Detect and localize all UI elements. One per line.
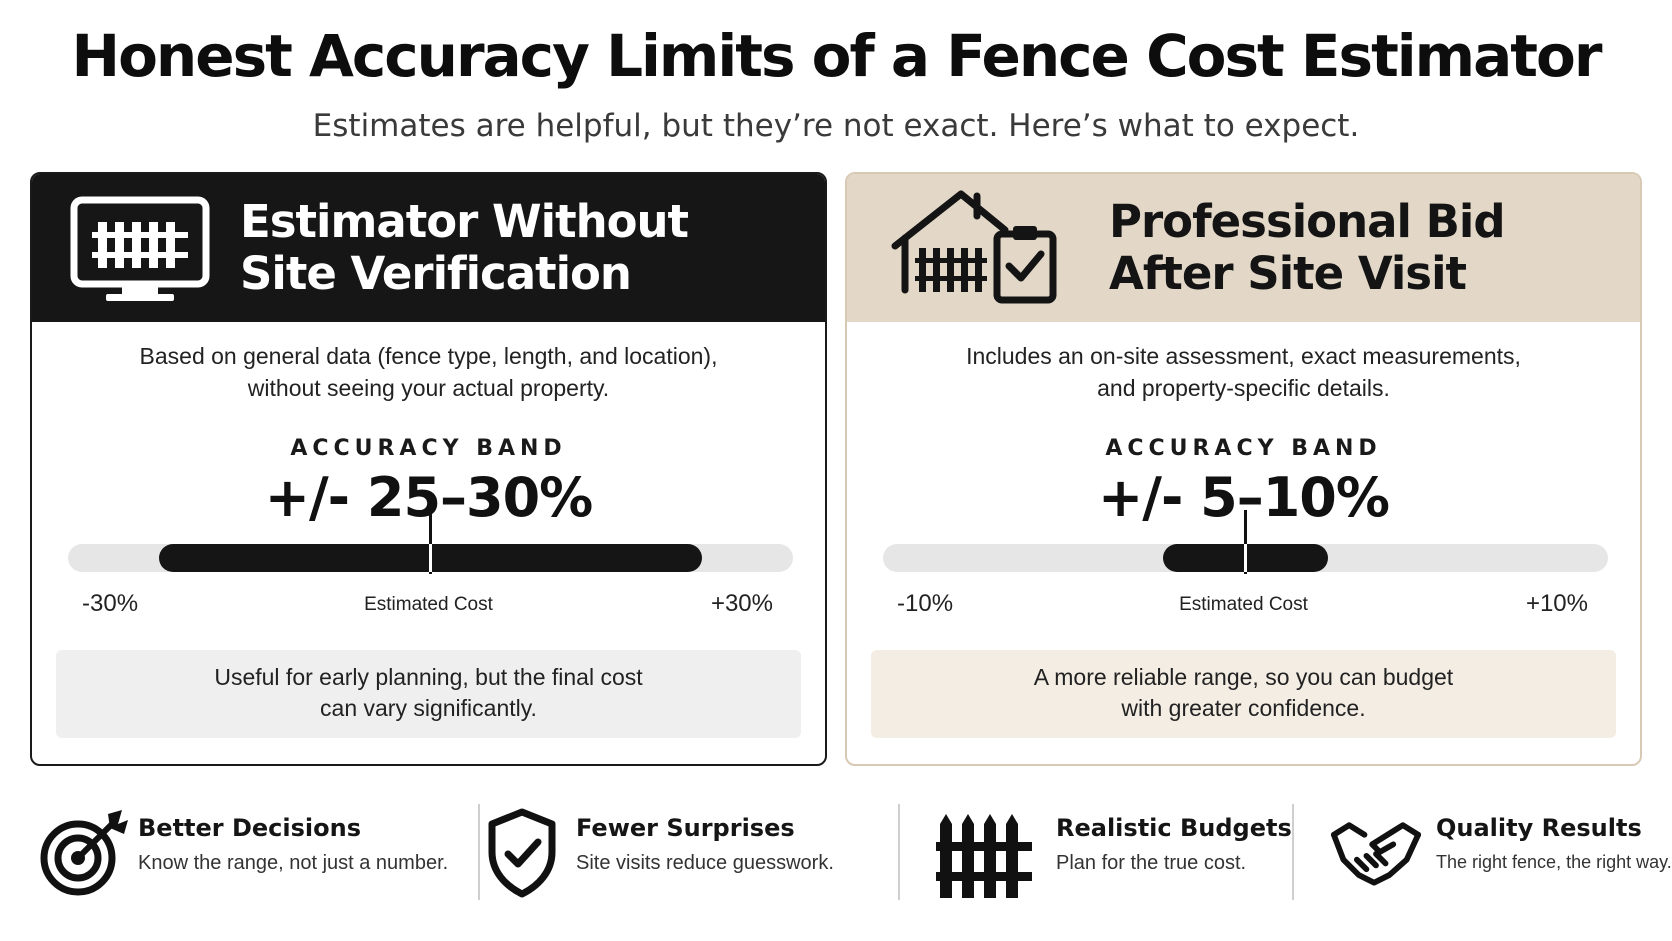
professional-note-line1: A more reliable range, so you can budget: [1033, 664, 1454, 690]
benefit-divider: [478, 804, 480, 900]
benefit-quality-results: Quality Results The right fence, the rig…: [1330, 800, 1672, 900]
range-mid-label: Estimated Cost: [364, 594, 493, 615]
page-subtitle: Estimates are helpful, but they’re not e…: [312, 108, 1360, 144]
estimator-card: Estimator Without Site Verification Base…: [30, 172, 827, 766]
benefit-text: Know the range, not just a number.: [138, 852, 449, 874]
target-icon: [40, 810, 128, 896]
estimator-desc-line1: Based on general data (fence type, lengt…: [139, 343, 718, 369]
range-mid-label: Estimated Cost: [1179, 594, 1308, 615]
benefit-better-decisions: Better Decisions Know the range, not jus…: [38, 800, 458, 900]
estimator-description: Based on general data (fence type, lengt…: [72, 340, 785, 404]
range-min-label: -10%: [897, 590, 954, 617]
benefit-fewer-surprises: Fewer Surprises Site visits reduce guess…: [484, 800, 884, 900]
professional-desc-line2: and property-specific details.: [1097, 375, 1390, 401]
benefit-realistic-budgets: Realistic Budgets Plan for the true cost…: [936, 800, 1292, 900]
estimator-card-header: Estimator Without Site Verification: [32, 174, 825, 322]
benefit-text: The right fence, the right way.: [1436, 852, 1672, 872]
fence-icon: [936, 814, 1032, 898]
accuracy-band-label: ACCURACY BAND: [290, 436, 567, 461]
shield-check-icon: [488, 808, 556, 898]
professional-title-line2: After Site Visit: [1109, 247, 1467, 300]
professional-bid-card: Professional Bid After Site Visit Includ…: [845, 172, 1642, 766]
range-max-label: +10%: [1525, 590, 1588, 617]
house-clipboard-icon: [891, 190, 1057, 304]
benefit-title: Better Decisions: [138, 814, 362, 842]
professional-bid-card-header: Professional Bid After Site Visit: [847, 174, 1640, 322]
estimated-cost-marker: [1244, 510, 1247, 574]
estimator-desc-line2: without seeing your actual property.: [247, 375, 610, 401]
benefit-text: Site visits reduce guesswork.: [576, 852, 834, 874]
professional-title-line1: Professional Bid: [1109, 195, 1506, 248]
handshake-icon: [1330, 822, 1422, 886]
benefit-title: Realistic Budgets: [1056, 814, 1292, 842]
professional-note-line2: with greater confidence.: [1121, 695, 1366, 721]
benefit-divider: [1292, 804, 1294, 900]
benefit-text: Plan for the true cost.: [1056, 852, 1247, 874]
professional-desc-line1: Includes an on-site assessment, exact me…: [966, 343, 1521, 369]
page-title: Honest Accuracy Limits of a Fence Cost E…: [71, 22, 1603, 90]
estimator-note: Useful for early planning, but the final…: [56, 650, 801, 738]
range-max-label: +30%: [710, 590, 773, 617]
accuracy-band-value: +/- 5–10%: [1097, 466, 1390, 529]
estimator-title-line2: Site Verification: [240, 247, 632, 300]
professional-note: A more reliable range, so you can budget…: [871, 650, 1616, 738]
range-min-label: -30%: [82, 590, 139, 617]
monitor-fence-icon: [70, 196, 210, 301]
estimator-title-line1: Estimator Without: [240, 195, 689, 248]
professional-description: Includes an on-site assessment, exact me…: [887, 340, 1600, 404]
benefit-divider: [898, 804, 900, 900]
benefit-title: Quality Results: [1436, 814, 1642, 842]
estimator-note-line1: Useful for early planning, but the final…: [214, 664, 643, 690]
estimated-cost-marker: [429, 510, 432, 574]
estimator-card-title: Estimator Without Site Verification: [240, 196, 800, 300]
estimator-note-line2: can vary significantly.: [320, 695, 537, 721]
benefits-row: Better Decisions Know the range, not jus…: [0, 800, 1672, 900]
accuracy-band-label: ACCURACY BAND: [1105, 436, 1382, 461]
professional-bid-card-title: Professional Bid After Site Visit: [1109, 196, 1629, 300]
benefit-title: Fewer Surprises: [576, 814, 795, 842]
